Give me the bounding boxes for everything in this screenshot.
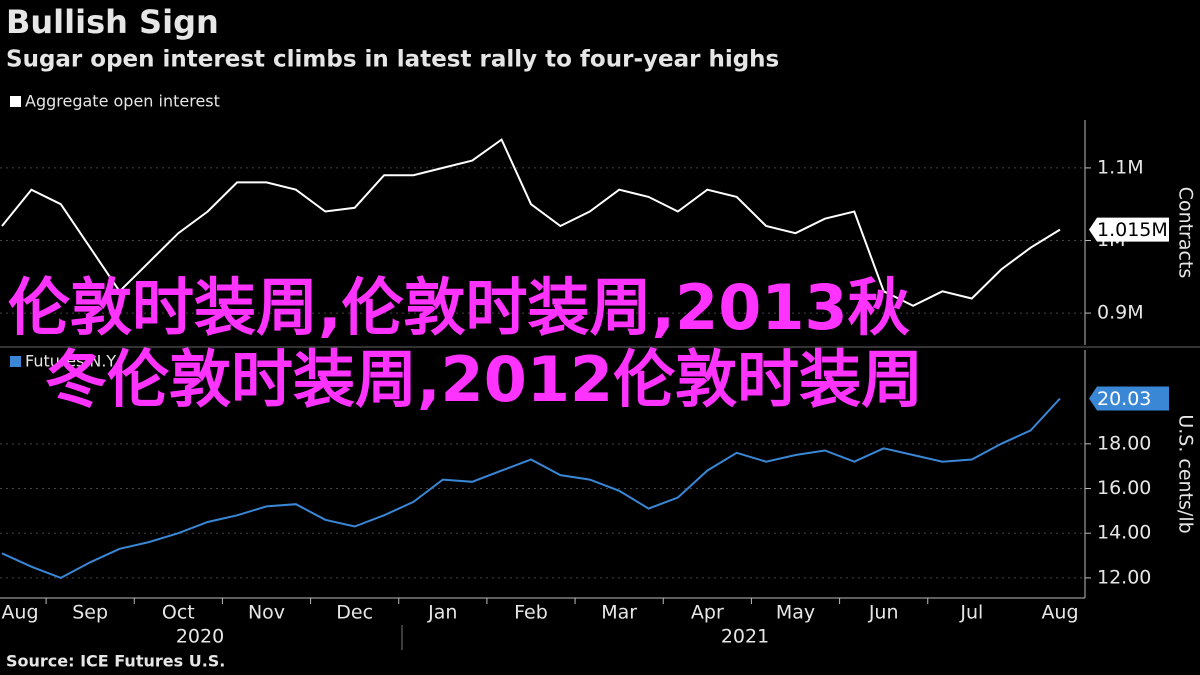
end-label-box xyxy=(1089,217,1169,242)
year-label: 2020 xyxy=(176,626,224,648)
x-tick-label: Jun xyxy=(868,602,899,624)
end-label-box xyxy=(1089,386,1169,411)
legend-label: Futures N.Y xyxy=(25,352,116,371)
overlay-text: 冬伦敦时装周,2012伦敦时装周 xyxy=(45,343,923,416)
x-tick-label: Feb xyxy=(514,602,548,624)
y-tick-label: 1.1M xyxy=(1097,156,1144,178)
line xyxy=(1,138,1061,307)
y-tick-label: 12.00 xyxy=(1097,566,1151,588)
x-tick-label: Nov xyxy=(248,602,285,624)
line xyxy=(1,397,1061,579)
x-tick-label: Dec xyxy=(336,602,373,624)
legend-label: Aggregate open interest xyxy=(25,92,220,111)
source: Source: ICE Futures U.S. xyxy=(6,652,225,671)
y-axis-label: Contracts xyxy=(1175,187,1197,279)
x-tick-label: Apr xyxy=(691,602,724,624)
chart-title: Bullish Sign xyxy=(6,3,219,41)
x-tick-label: Sep xyxy=(72,602,108,624)
chart-subtitle: Sugar open interest climbs in latest ral… xyxy=(6,47,779,73)
x-tick-label: Aug xyxy=(1041,602,1078,624)
legend-swatch xyxy=(10,96,21,107)
y-tick-label: 0.9M xyxy=(1097,302,1144,324)
y-tick-label: 18.00 xyxy=(1097,432,1151,454)
end-label: 1.015M xyxy=(1097,219,1168,241)
y-tick-label: 14.00 xyxy=(1097,522,1151,544)
legend-swatch xyxy=(10,356,21,367)
x-tick-label: Jan xyxy=(427,602,457,624)
end-label: 20.03 xyxy=(1097,388,1151,410)
y-axis-label: U.S. cents/lb xyxy=(1175,414,1197,533)
y-tick-label: 16.00 xyxy=(1097,477,1151,499)
x-tick-label: Jul xyxy=(959,602,983,624)
x-tick-label: Mar xyxy=(601,602,637,624)
year-label: 2021 xyxy=(721,626,769,648)
overlay-text: 伦敦时装周,伦敦时装周,2013秋 xyxy=(8,271,910,344)
x-tick-label: Aug xyxy=(1,602,38,624)
x-tick-label: Oct xyxy=(162,602,195,624)
x-tick-label: May xyxy=(776,602,815,624)
